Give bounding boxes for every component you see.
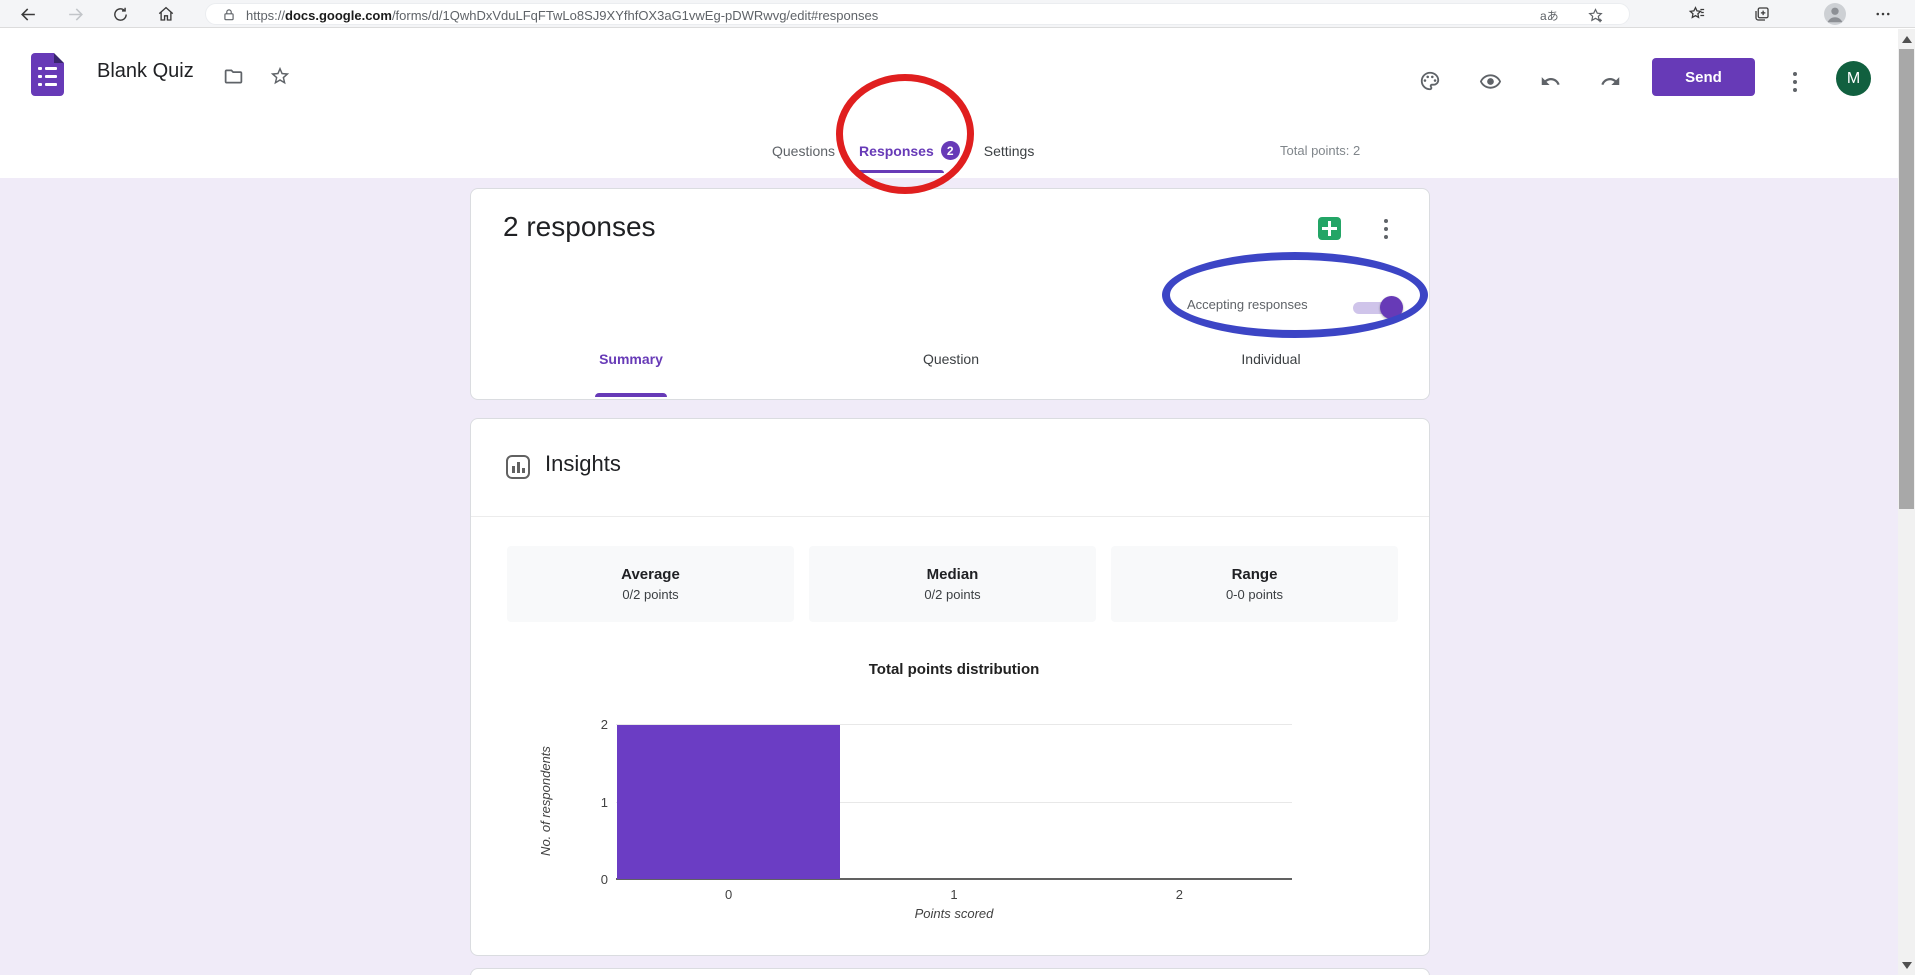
browser-toolbar: https://docs.google.com/forms/d/1QwhDxVd… — [0, 0, 1915, 28]
accepting-responses-toggle[interactable] — [1353, 296, 1403, 319]
insights-title: Insights — [545, 451, 621, 476]
subtab-question[interactable]: Question — [922, 351, 980, 367]
insights-divider — [471, 516, 1429, 517]
back-icon[interactable] — [17, 3, 39, 25]
form-title[interactable]: Blank Quiz — [97, 60, 194, 82]
responses-more-options-icon[interactable] — [1384, 219, 1388, 239]
stat-average: Average 0/2 points — [507, 546, 794, 622]
chart-title: Total points distribution — [868, 661, 1040, 678]
chart-y-tick: 2 — [600, 717, 608, 732]
subtab-individual[interactable]: Individual — [1241, 351, 1301, 367]
total-points-label: Total points: 2 — [1280, 143, 1361, 158]
chart-y-tick: 1 — [600, 794, 608, 810]
stat-median-label: Median — [926, 566, 979, 583]
collections-icon[interactable] — [1751, 3, 1773, 25]
next-card-partial — [470, 968, 1430, 975]
forms-logo-icon[interactable] — [31, 53, 64, 96]
chart-x-axis-line — [616, 878, 1292, 880]
address-bar[interactable]: https://docs.google.com/forms/d/1QwhDxVd… — [205, 3, 1630, 25]
insights-chart-icon — [506, 455, 530, 479]
page-content: 2 responses Accepting responses Summary … — [0, 178, 1898, 975]
stat-median-value: 0/2 points — [924, 587, 981, 602]
tab-responses-label: Responses — [859, 142, 934, 159]
move-folder-icon[interactable] — [221, 64, 245, 88]
active-tab-indicator — [856, 170, 944, 173]
theme-palette-icon[interactable] — [1418, 69, 1442, 93]
forward-icon[interactable] — [64, 3, 86, 25]
accepting-responses-label: Accepting responses — [1187, 297, 1308, 312]
main-tabs: Questions Responses 2 Settings — [772, 141, 1034, 160]
stat-range-value: 0-0 points — [1225, 587, 1284, 602]
stat-median: Median 0/2 points — [809, 546, 1096, 622]
url-path: /forms/d/1QwhDxVduLFqFTwLo8SJ9XYfhfOX3aG… — [391, 8, 879, 23]
redo-icon[interactable] — [1598, 69, 1622, 93]
responses-count-title: 2 responses — [503, 211, 656, 242]
header-more-options-icon[interactable] — [1793, 72, 1797, 92]
active-subtab-indicator — [595, 393, 667, 397]
url-text: https://docs.google.com/forms/d/1QwhDxVd… — [246, 8, 878, 23]
chart-x-axis-label: Points scored — [914, 906, 994, 921]
scrollbar-down-arrow[interactable] — [1902, 962, 1912, 969]
responses-card: 2 responses Accepting responses Summary … — [470, 188, 1430, 400]
responses-count-badge: 2 — [940, 141, 960, 160]
translate-icon[interactable]: aあ — [1540, 9, 1559, 23]
star-icon[interactable] — [268, 64, 292, 88]
url-scheme: https:// — [246, 8, 286, 23]
chart-y-axis-label: No. of respondents — [538, 746, 553, 856]
chart-gridline — [616, 801, 1292, 803]
chart-x-tick: 1 — [950, 887, 958, 902]
account-avatar[interactable]: M — [1836, 61, 1871, 96]
page-scrollbar[interactable] — [1898, 29, 1915, 975]
undo-icon[interactable] — [1538, 69, 1562, 93]
subtab-summary[interactable]: Summary — [599, 351, 663, 367]
send-button[interactable]: Send — [1652, 58, 1755, 96]
stat-average-value: 0/2 points — [622, 587, 679, 602]
response-view-subtabs: Summary Question Individual — [471, 351, 1431, 381]
tab-questions[interactable]: Questions — [772, 142, 836, 159]
url-domain: docs.google.com — [285, 8, 392, 23]
chart-bar — [617, 725, 841, 879]
home-icon[interactable] — [155, 3, 177, 25]
preview-eye-icon[interactable] — [1478, 69, 1502, 93]
forms-header: Blank Quiz Send M Questions Responses 2 — [0, 29, 1898, 178]
browser-menu-icon[interactable] — [1872, 3, 1894, 25]
browser-profile-avatar[interactable] — [1824, 3, 1846, 25]
chart-gridline — [616, 724, 1292, 725]
chart-y-tick: 0 — [600, 872, 608, 887]
lock-icon — [218, 4, 240, 26]
stat-range: Range 0-0 points — [1111, 546, 1398, 622]
stat-range-label: Range — [1231, 566, 1278, 583]
chart-x-tick: 0 — [725, 887, 733, 902]
add-favorite-icon[interactable] — [1584, 4, 1606, 26]
scrollbar-thumb[interactable] — [1899, 49, 1914, 509]
chart-plot: 0 1 2 0 1 2 — [601, 717, 1292, 902]
toggle-knob — [1380, 296, 1403, 319]
insights-card: Insights Average 0/2 points Median 0/2 p… — [470, 418, 1430, 956]
chart-x-tick: 2 — [1175, 887, 1183, 902]
stat-average-label: Average — [621, 566, 680, 583]
refresh-icon[interactable] — [109, 3, 131, 25]
scrollbar-up-arrow[interactable] — [1902, 36, 1912, 43]
tab-responses[interactable]: Responses 2 — [859, 141, 960, 160]
link-to-sheets-icon[interactable] — [1318, 217, 1341, 240]
favorites-hub-icon[interactable] — [1686, 3, 1708, 25]
tab-settings[interactable]: Settings — [983, 142, 1035, 159]
